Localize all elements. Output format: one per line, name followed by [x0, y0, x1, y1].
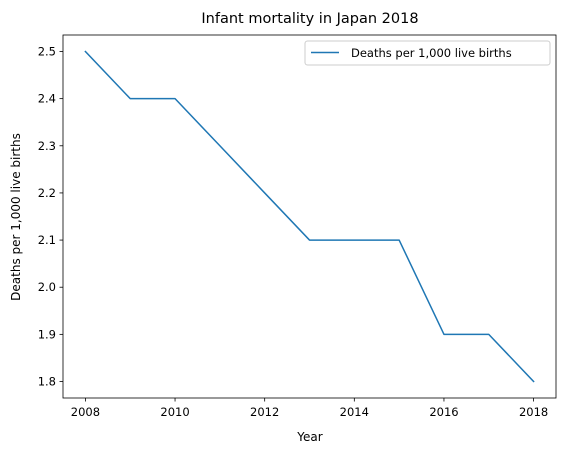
x-tick-label: 2012	[250, 405, 279, 419]
y-tick-label: 2.4	[38, 92, 56, 106]
plot-frame	[62, 34, 557, 399]
legend-box	[304, 40, 551, 66]
y-tick-label: 1.8	[38, 375, 56, 389]
y-tick-label: 2.1	[38, 233, 56, 247]
y-tick-label: 2.5	[38, 45, 56, 59]
x-tick-label: 2010	[160, 405, 189, 419]
y-axis-label: Deaths per 1,000 live births	[9, 133, 23, 301]
x-axis-label: Year	[296, 430, 322, 444]
legend: Deaths per 1,000 live births	[304, 40, 551, 66]
y-tick-label: 2.3	[38, 139, 56, 153]
y-tick-label: 1.9	[38, 327, 56, 341]
series-line-0	[84, 50, 535, 383]
y-tick-label: 2.2	[38, 186, 56, 200]
x-tick-label: 2008	[71, 405, 100, 419]
legend-label: Deaths per 1,000 live births	[351, 46, 512, 60]
x-tick-label: 2016	[429, 405, 458, 419]
x-tick-label: 2018	[519, 405, 548, 419]
plot-area: 2008 2010 2012 2014 2016 2018 1.8 1.9 2.0 2.1 2.2 2…	[38, 34, 557, 419]
y-tick-label: 2.0	[38, 280, 56, 294]
chart-title: Infant mortality in Japan 2018	[201, 11, 418, 27]
x-tick-label: 2014	[340, 405, 369, 419]
